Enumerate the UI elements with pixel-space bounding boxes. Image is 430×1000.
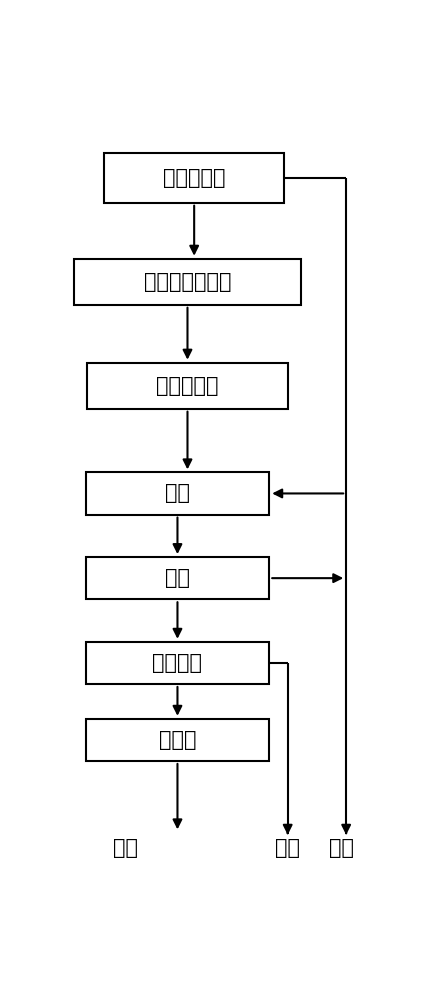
Bar — [87, 363, 287, 409]
Bar — [86, 472, 269, 515]
Bar — [104, 153, 284, 203]
Bar — [86, 557, 269, 599]
Bar — [86, 719, 269, 761]
Text: 预先脱灰、脱渣: 预先脱灰、脱渣 — [143, 272, 231, 292]
Text: 滤液: 滤液 — [274, 838, 300, 858]
Text: 煎气化灰渣: 煎气化灰渣 — [163, 168, 225, 188]
Bar — [86, 642, 269, 684]
Text: 脱水回收: 脱水回收 — [152, 653, 202, 673]
Text: 干煎粉: 干煎粉 — [158, 730, 196, 750]
Text: 气化: 气化 — [113, 838, 138, 858]
Text: 煎浆预处理: 煎浆预处理 — [156, 376, 218, 396]
Text: 粗选: 粗选 — [165, 483, 190, 503]
Bar — [74, 259, 301, 305]
Text: 精选: 精选 — [165, 568, 190, 588]
Text: 残渣: 残渣 — [328, 838, 353, 858]
